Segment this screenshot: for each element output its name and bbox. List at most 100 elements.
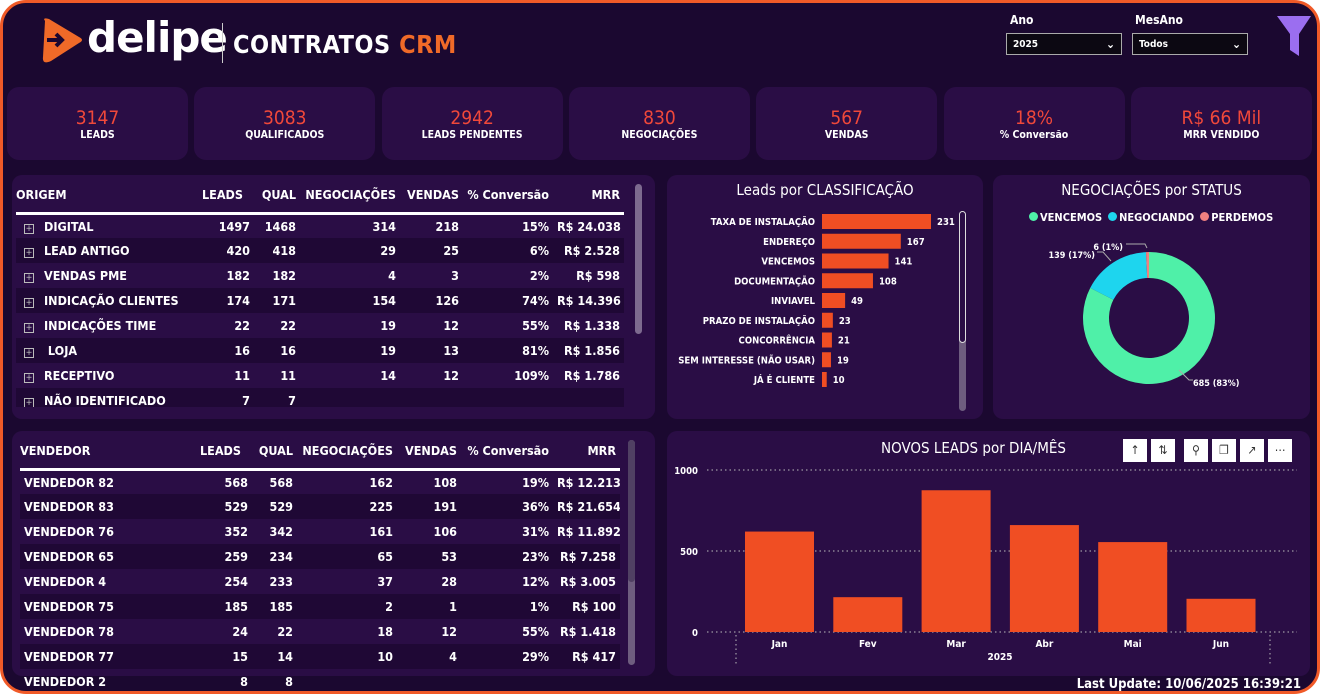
table-cell: 529	[252, 494, 297, 519]
bar[interactable]	[921, 490, 991, 632]
bar[interactable]	[822, 332, 832, 348]
kpi-value: R$ 66 Mil	[1181, 107, 1262, 129]
legend-item[interactable]: PERDEMOS	[1200, 211, 1273, 224]
kpi-value: 830	[643, 107, 676, 129]
column-header[interactable]: LEADS	[202, 175, 254, 215]
cell-text: R$ 24.038	[557, 218, 621, 234]
cell-text: 65	[377, 549, 393, 564]
table-row[interactable]: + VENDAS PME 182 182 4 3 2% R$ 598	[16, 263, 624, 288]
column-header[interactable]: LEADS	[200, 431, 252, 471]
column-header[interactable]: QUAL	[254, 175, 300, 215]
donut-slice[interactable]	[1146, 252, 1149, 279]
column-header[interactable]: QUAL	[252, 431, 297, 471]
cell-text: 22	[277, 624, 293, 639]
table-cell: 12	[397, 619, 461, 644]
cell-text: R$ 11.892	[557, 524, 620, 539]
table-row[interactable]: + RECEPTIVO 11 11 14 12 109% R$ 1.786	[16, 363, 624, 388]
bar[interactable]	[822, 372, 827, 387]
legend-dot-icon	[1108, 212, 1118, 221]
column-header[interactable]: NEGOCIAÇÕES	[300, 175, 400, 215]
column-header[interactable]: % Conversão	[463, 175, 553, 215]
table-row[interactable]: VENDEDOR 76 352 342 161 106 31% R$ 11.892	[20, 519, 620, 544]
legend-label: VENCEMOS	[1040, 211, 1103, 224]
cell-text: R$ 598	[576, 268, 620, 283]
bar[interactable]	[833, 597, 903, 632]
table-cell: VENDEDOR 4	[20, 569, 200, 594]
bar[interactable]	[822, 293, 846, 308]
origem-table-panel: ORIGEM LEADS QUAL NEGOCIAÇÕES VENDAS% Conver…	[12, 175, 655, 419]
table-row[interactable]: + DIGITAL 1497 1468 314 218 15% R$ 24.038	[16, 213, 624, 238]
bar[interactable]	[1098, 542, 1168, 632]
table-row[interactable]: + INDICAÇÃO CLIENTES 174 171 154 126 74% R$ 14.…	[16, 288, 624, 313]
table-row[interactable]: VENDEDOR 83 529 529 225 191 36% R$ 21.654	[20, 494, 620, 519]
bar[interactable]	[1186, 598, 1256, 632]
bar[interactable]	[822, 253, 889, 269]
expand-icon[interactable]: +	[24, 373, 34, 383]
expand-icon[interactable]: +	[24, 248, 34, 258]
expand-icon[interactable]: +	[24, 273, 34, 283]
expand-hierarchy-icon[interactable]: ⇅	[1151, 439, 1175, 462]
table-cell: R$ 417	[553, 644, 620, 669]
table-cell: R$ 598	[553, 263, 624, 288]
cell-text: 568	[224, 474, 248, 490]
table-row[interactable]: + INDICAÇÕES TIME 22 22 19 12 55% R$ 1.338	[16, 313, 624, 338]
copy-icon[interactable]: ❐	[1212, 439, 1236, 462]
bar[interactable]	[822, 273, 873, 289]
table-cell: 25	[400, 238, 463, 263]
ano-dropdown[interactable]: 2025 ⌄	[1006, 33, 1122, 55]
expand-icon[interactable]: +	[24, 298, 34, 308]
table-row[interactable]: VENDEDOR 4 254 233 37 28 12% R$ 3.005	[20, 569, 620, 594]
focus-mode-icon[interactable]: ↗	[1240, 439, 1264, 462]
expand-icon[interactable]: +	[24, 348, 34, 358]
bar[interactable]	[745, 531, 814, 632]
table-row[interactable]: VENDEDOR 82 568 568 162 108 19% R$ 12.213	[20, 469, 620, 494]
table-cell: 28	[397, 569, 461, 594]
bar[interactable]	[822, 352, 831, 368]
bar[interactable]	[1009, 525, 1079, 632]
legend-item[interactable]: NEGOCIANDO	[1108, 211, 1194, 224]
column-header[interactable]: VENDEDOR	[20, 431, 200, 471]
table-cell: 182	[202, 263, 254, 288]
funnel-icon[interactable]	[1277, 16, 1311, 60]
drill-up-icon[interactable]: ↑	[1123, 439, 1147, 462]
table-cell: 108	[397, 469, 461, 494]
table-row[interactable]: VENDEDOR 77 15 14 10 4 29% R$ 417	[20, 644, 620, 669]
kpi-value: 3083	[263, 107, 307, 129]
title-accent: CRM	[399, 30, 457, 59]
donut-slice[interactable]	[1083, 252, 1215, 384]
bar[interactable]	[822, 233, 901, 249]
cell-text: VENDEDOR 78	[24, 624, 114, 639]
more-options-icon[interactable]: ⋯	[1268, 439, 1292, 462]
table-row[interactable]: VENDEDOR 65 259 234 65 53 23% R$ 7.258	[20, 544, 620, 569]
table-row[interactable]: + LOJA 16 16 19 13 81% R$ 1.856	[16, 338, 624, 363]
table-row[interactable]: VENDEDOR 2 8 8	[20, 669, 620, 691]
table-cell: 191	[397, 494, 461, 519]
chart-title: Leads por CLASSIFICAÇÃO	[736, 181, 914, 199]
expand-icon[interactable]: +	[24, 323, 34, 333]
legend-item[interactable]: VENCEMOS	[1029, 211, 1102, 224]
pin-icon[interactable]: ⚲	[1184, 439, 1208, 462]
column-header[interactable]: NEGOCIAÇÕES	[297, 431, 397, 471]
scrollbar[interactable]	[628, 440, 635, 665]
bar[interactable]	[822, 312, 833, 328]
table-cell: 2	[297, 594, 397, 619]
mesano-dropdown[interactable]: Todos ⌄	[1132, 33, 1248, 55]
table-row[interactable]: VENDEDOR 75 185 185 2 1 1% R$ 100	[20, 594, 620, 619]
column-header[interactable]: % Conversão	[461, 431, 553, 471]
table-cell: 11	[254, 363, 300, 388]
bar[interactable]	[822, 214, 931, 229]
column-header[interactable]: ORIGEM	[16, 175, 202, 215]
cell-text: 14	[277, 649, 293, 664]
column-header[interactable]: MRR	[553, 175, 624, 215]
column-header[interactable]: MRR	[553, 431, 620, 471]
column-header[interactable]: VENDAS	[400, 175, 463, 215]
legend: VENCEMOS NEGOCIANDO PERDEMOS	[1029, 211, 1273, 224]
donut-slice[interactable]	[1090, 252, 1148, 300]
cell-text: 37	[377, 574, 393, 589]
column-header[interactable]: VENDAS	[397, 431, 461, 471]
table-row[interactable]: + LEAD ANTIGO 420 418 29 25 6% R$ 2.528	[16, 238, 624, 263]
table-row[interactable]: VENDEDOR 78 24 22 18 12 55% R$ 1.418	[20, 619, 620, 644]
scrollbar[interactable]	[635, 184, 642, 334]
scrollbar[interactable]	[959, 211, 966, 411]
expand-icon[interactable]: +	[24, 223, 34, 234]
